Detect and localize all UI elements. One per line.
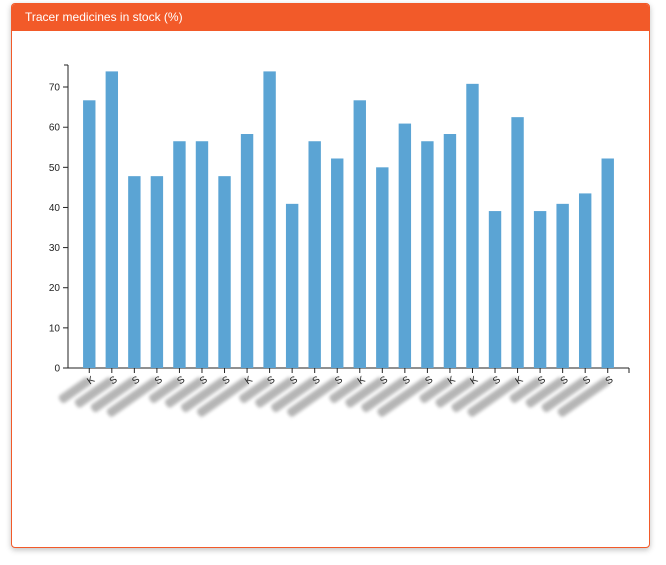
chart-panel: Tracer medicines in stock (%) 0 10 20 30 40 5… <box>11 3 650 548</box>
y-tick-label: 60 <box>49 123 61 134</box>
y-tick-label: 10 <box>49 323 61 334</box>
bar <box>195 141 209 368</box>
x-tick-label-obscured <box>287 377 340 417</box>
x-tick-label-obscured <box>271 377 317 413</box>
x-tick-label-obscured <box>196 377 249 417</box>
x-tick-label-obscured <box>329 377 362 404</box>
bar <box>533 211 547 368</box>
bar <box>511 117 524 369</box>
x-tick-label-obscured <box>361 377 407 413</box>
panel-title: Tracer medicines in stock (%) <box>12 4 649 31</box>
x-tick-label-obscured <box>239 377 272 404</box>
y-tick-label: 30 <box>49 243 61 254</box>
bar <box>398 123 412 368</box>
bar <box>150 176 164 368</box>
bar <box>105 71 119 368</box>
y-tick-label: 50 <box>49 163 61 174</box>
y-tick-label: 70 <box>49 83 61 94</box>
bar <box>83 100 96 368</box>
y-tick-label: 20 <box>49 283 61 294</box>
bar <box>443 134 457 368</box>
bar <box>353 100 366 368</box>
bars <box>83 71 614 369</box>
x-tick-label-obscured <box>467 377 520 417</box>
y-tick-label: 40 <box>49 203 61 214</box>
bar <box>285 203 299 368</box>
bar <box>376 167 389 368</box>
x-tick-label-obscured <box>451 377 497 413</box>
bar <box>488 211 502 368</box>
bar <box>128 176 141 368</box>
x-tick-label-obscured <box>164 377 204 408</box>
x-tick-label-obscured <box>58 377 92 404</box>
bar <box>578 193 592 368</box>
x-tick-label-obscured <box>525 377 565 408</box>
x-tick-label-obscured <box>345 377 385 408</box>
x-axis <box>68 367 630 373</box>
x-tick-label-obscured <box>435 377 475 408</box>
bar <box>173 141 186 368</box>
bar <box>331 158 344 368</box>
bar <box>308 141 321 368</box>
x-tick-label-obscured <box>509 377 542 404</box>
x-tick-label-obscured <box>557 377 610 417</box>
bar <box>240 134 254 368</box>
x-tick-label-obscured <box>541 377 588 413</box>
bar <box>218 176 231 368</box>
x-tick-label-obscured <box>255 377 294 408</box>
x-tick-label-obscured <box>419 377 452 404</box>
y-axis: 0 10 20 30 40 50 60 70 <box>49 64 69 375</box>
x-tick-label-obscured <box>74 377 114 408</box>
x-tick-label-obscured <box>90 377 137 413</box>
x-tick-label-obscured <box>180 377 227 413</box>
bar <box>466 83 479 368</box>
bar <box>601 158 614 368</box>
x-tick-label-obscured <box>148 377 182 404</box>
bar <box>421 141 434 368</box>
x-tick-label-obscured <box>106 377 159 417</box>
x-tick-label-obscured <box>377 377 430 417</box>
bar <box>556 203 569 368</box>
y-tick-label: 0 <box>54 364 60 375</box>
bar <box>263 71 276 368</box>
